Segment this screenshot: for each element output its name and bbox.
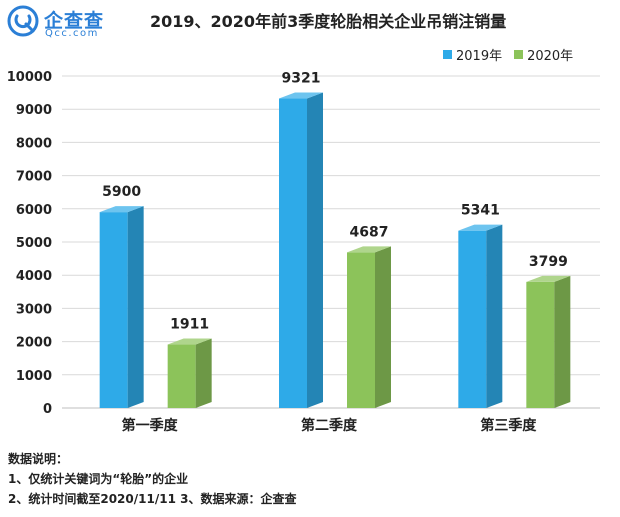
legend-label-2020: 2020年 [527,49,574,64]
bar-top-2020-q3 [526,275,571,282]
brand-name: 企查查 [44,10,105,32]
chart-legend: 2019年 2020年 [443,45,585,64]
bar-side-2020-q2 [375,246,391,408]
qcc-logo-icon [7,5,39,37]
data-label-2020-q3: 3799 [529,254,568,270]
y-tick-label-6000: 6000 [16,203,52,218]
bar-side-2020-q3 [554,275,571,408]
y-tick-label-5000: 5000 [16,236,52,251]
x-tick-label-q1: 第一季度 [122,417,179,434]
bar-chart: 0 1000 2000 3000 4000 5000 6000 7000 8000 9000 100… [7,70,600,434]
bar-2020-q2 [347,252,375,408]
bar-2019-q2 [279,98,307,409]
bar-2019-q3 [458,230,487,408]
notes-line-2: 2、统计时间截至2020/11/11 3、数据来源：企查查 [8,492,297,506]
bar-top-2019-q3 [458,224,503,231]
bar-top-2019-q2 [279,92,323,99]
bar-top-2020-q1 [167,338,212,345]
legend-swatch-2020 [514,50,524,59]
bar-top-2020-q2 [347,246,391,253]
legend-item-2020: 2020年 [514,45,573,64]
x-tick-label-q3: 第三季度 [480,417,537,434]
y-tick-label-10000: 10000 [7,70,52,85]
bar-side-2019-q3 [486,224,503,408]
data-label-2019-q3: 5341 [461,203,500,219]
brand-logo: 企查查 Qcc.com [6,4,126,44]
bar-side-2020-q1 [195,338,212,408]
legend-label-2019: 2019年 [456,49,503,64]
y-tick-label-9000: 9000 [16,103,52,118]
y-tick-label-7000: 7000 [16,170,52,185]
y-tick-label-4000: 4000 [16,269,52,284]
bar-side-2019-q2 [307,92,323,409]
bar-top-2019-q1 [99,206,144,213]
brand-domain: Qcc.com [45,28,99,39]
y-tick-label-8000: 8000 [16,136,52,151]
data-label-2019-q1: 5900 [102,184,141,200]
notes-line-1: 1、仅统计关键词为“轮胎”的企业 [8,472,189,486]
x-tick-label-q2: 第二季度 [301,417,358,434]
y-tick-label-0: 0 [43,402,52,417]
bar-2020-q3 [526,281,555,408]
legend-swatch-2019 [443,50,452,59]
data-label-2020-q1: 1911 [170,317,209,333]
bar-2020-q1 [167,344,196,408]
legend-item-2019: 2019年 [443,45,502,64]
chart-title: 2019、2020年前3季度轮胎相关企业吊销注销量 [150,12,507,31]
data-label-2019-q2: 9321 [282,71,321,87]
bar-2019-q1 [99,212,128,408]
y-tick-label-2000: 2000 [16,336,52,351]
y-tick-label-3000: 3000 [16,302,52,317]
data-notes: 数据说明： 1、仅统计关键词为“轮胎”的企业 2、统计时间截至2020/11/1… [8,449,296,509]
y-tick-label-1000: 1000 [16,369,52,384]
data-label-2020-q2: 4687 [350,224,389,240]
notes-heading: 数据说明： [8,452,69,466]
bar-side-2019-q1 [127,206,144,408]
